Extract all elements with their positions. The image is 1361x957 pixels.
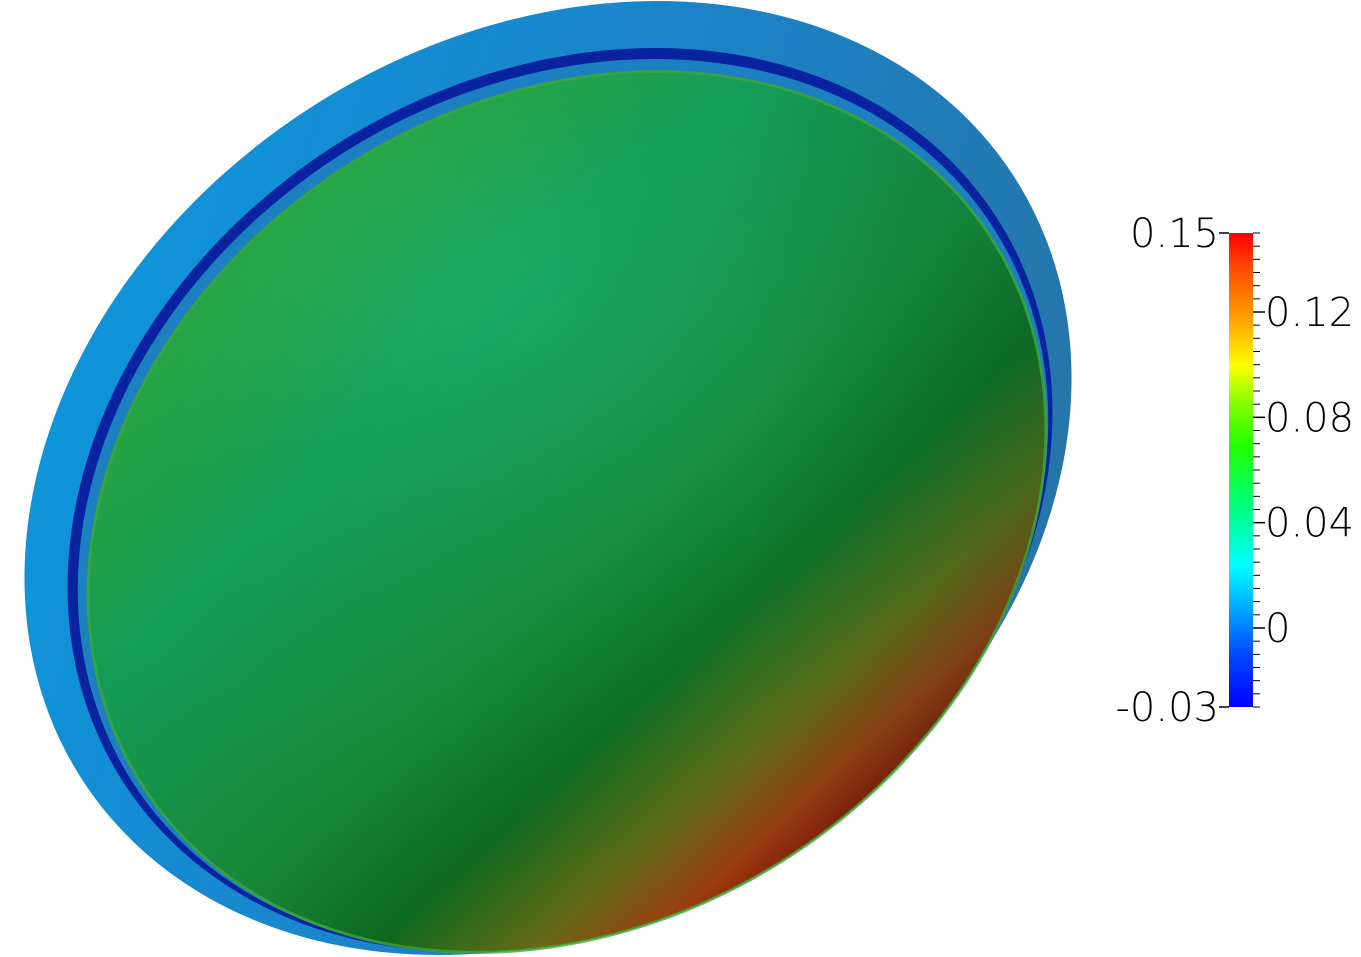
colorbar-tick-label: 0.15 [1130, 211, 1219, 257]
colorbar-ticks [1253, 232, 1260, 708]
colorbar-tick-label: 0.12 [1265, 290, 1354, 336]
colorbar-labels: 0.15 0.12 0.08 0.04 0 -0.03 [1116, 211, 1355, 731]
colorbar-tick-label: 0.04 [1265, 501, 1354, 547]
colorbar-gradient [1229, 233, 1253, 707]
colorbar-tick-label: 0.08 [1265, 395, 1354, 441]
surface-edge [86, 70, 1048, 954]
colorbar: 0.15 0.12 0.08 0.04 0 -0.03 [1116, 211, 1355, 731]
colorbar-tick-label: 0 [1265, 606, 1290, 652]
colorbar-tick-label: -0.03 [1116, 685, 1220, 731]
